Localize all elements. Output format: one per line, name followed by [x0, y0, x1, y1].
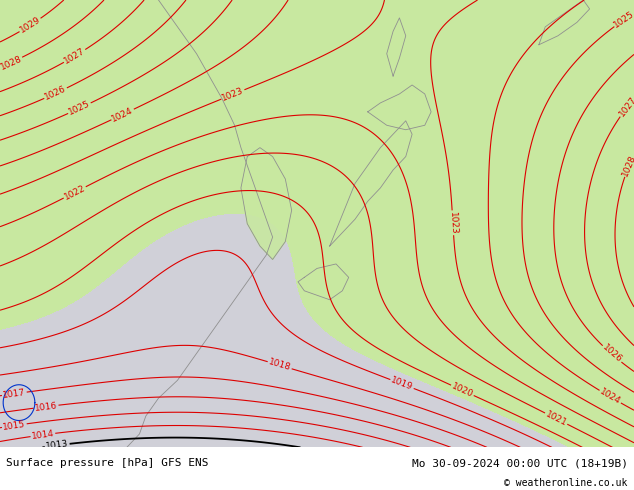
- Text: 1026: 1026: [43, 84, 68, 102]
- Text: 1028: 1028: [0, 54, 23, 72]
- Text: © weatheronline.co.uk: © weatheronline.co.uk: [504, 478, 628, 488]
- Text: 1025: 1025: [612, 9, 634, 29]
- Text: 1026: 1026: [600, 343, 623, 365]
- Polygon shape: [539, 0, 590, 45]
- Text: 1019: 1019: [390, 376, 415, 392]
- Text: 1024: 1024: [598, 387, 622, 406]
- Polygon shape: [387, 18, 406, 76]
- Polygon shape: [330, 121, 412, 246]
- Text: 1027: 1027: [63, 47, 87, 66]
- Text: 1023: 1023: [448, 211, 458, 235]
- Polygon shape: [368, 85, 431, 130]
- Text: 1024: 1024: [110, 105, 135, 123]
- Text: Mo 30-09-2024 00:00 UTC (18+19B): Mo 30-09-2024 00:00 UTC (18+19B): [411, 458, 628, 468]
- Text: 1016: 1016: [34, 401, 58, 413]
- Text: 1017: 1017: [3, 388, 26, 400]
- Text: 1020: 1020: [450, 382, 475, 399]
- Text: 1022: 1022: [63, 183, 87, 201]
- Text: Surface pressure [hPa] GFS ENS: Surface pressure [hPa] GFS ENS: [6, 458, 209, 468]
- Text: 1021: 1021: [544, 410, 568, 428]
- Text: 1014: 1014: [31, 429, 55, 441]
- Polygon shape: [241, 147, 292, 260]
- Polygon shape: [298, 264, 349, 300]
- Text: 1015: 1015: [3, 419, 27, 432]
- Text: 1018: 1018: [268, 358, 292, 373]
- Text: 1023: 1023: [221, 86, 245, 103]
- Text: 1029: 1029: [18, 15, 42, 35]
- Text: 1013: 1013: [45, 440, 69, 451]
- Text: 1028: 1028: [621, 153, 634, 177]
- Text: 1025: 1025: [67, 99, 92, 117]
- Text: 1027: 1027: [617, 95, 634, 119]
